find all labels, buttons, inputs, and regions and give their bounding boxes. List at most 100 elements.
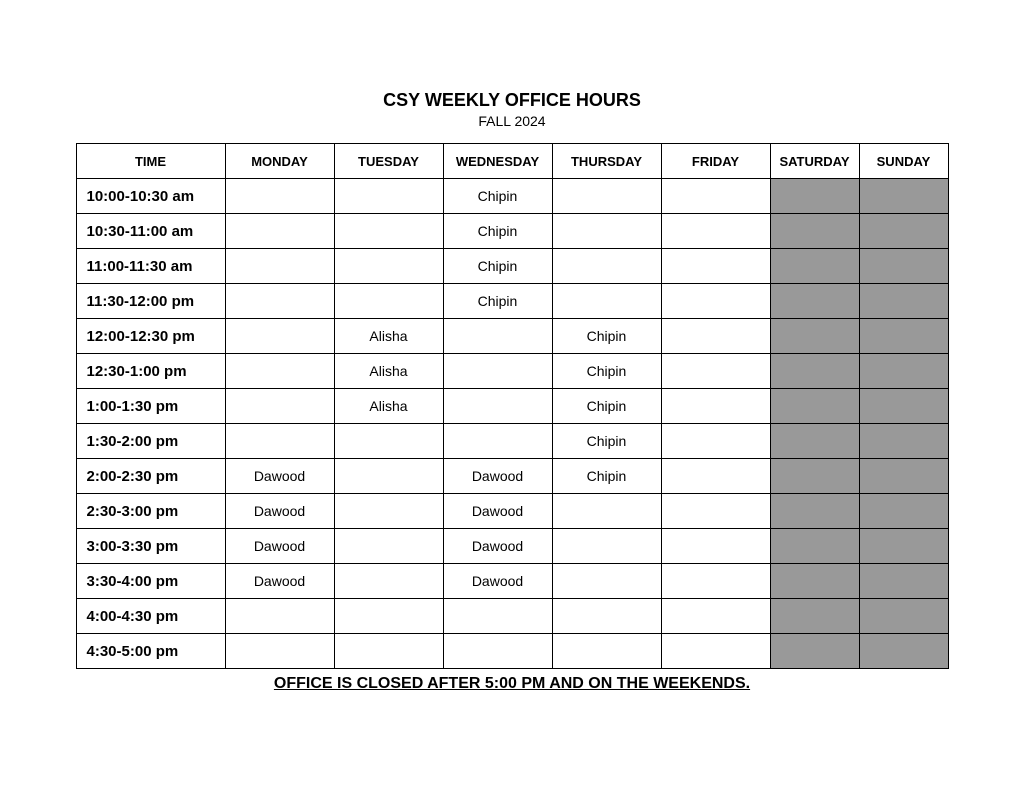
cell-sat (770, 249, 859, 284)
cell-sun (859, 459, 948, 494)
cell-mon: Dawood (225, 459, 334, 494)
cell-fri (661, 599, 770, 634)
cell-fri (661, 284, 770, 319)
cell-wed: Chipin (443, 249, 552, 284)
cell-wed (443, 354, 552, 389)
cell-tue: Alisha (334, 354, 443, 389)
time-cell: 10:30-11:00 am (76, 214, 225, 249)
cell-fri (661, 354, 770, 389)
cell-sat (770, 599, 859, 634)
cell-thu: Chipin (552, 354, 661, 389)
time-cell: 11:30-12:00 pm (76, 284, 225, 319)
cell-mon: Dawood (225, 494, 334, 529)
cell-sat (770, 319, 859, 354)
cell-sun (859, 599, 948, 634)
cell-tue (334, 179, 443, 214)
cell-sat (770, 179, 859, 214)
cell-mon (225, 319, 334, 354)
cell-tue (334, 494, 443, 529)
cell-sat (770, 389, 859, 424)
page-title: CSY WEEKLY OFFICE HOURS (0, 90, 1024, 111)
cell-wed: Dawood (443, 494, 552, 529)
cell-wed (443, 599, 552, 634)
time-cell: 11:00-11:30 am (76, 249, 225, 284)
cell-fri (661, 214, 770, 249)
table-row: 10:00-10:30 am Chipin (76, 179, 948, 214)
cell-sat (770, 214, 859, 249)
table-row: 11:30-12:00 pm Chipin (76, 284, 948, 319)
cell-mon: Dawood (225, 564, 334, 599)
cell-fri (661, 319, 770, 354)
cell-sun (859, 214, 948, 249)
time-cell: 2:30-3:00 pm (76, 494, 225, 529)
cell-sun (859, 284, 948, 319)
cell-thu: Chipin (552, 459, 661, 494)
cell-fri (661, 494, 770, 529)
cell-wed: Dawood (443, 459, 552, 494)
table-row: 1:30-2:00 pm Chipin (76, 424, 948, 459)
table-row: 12:00-12:30 pm Alisha Chipin (76, 319, 948, 354)
cell-tue: Alisha (334, 319, 443, 354)
cell-sun (859, 424, 948, 459)
table-row: 4:00-4:30 pm (76, 599, 948, 634)
table-row: 12:30-1:00 pm Alisha Chipin (76, 354, 948, 389)
header-row: TIME MONDAY TUESDAY WEDNESDAY THURSDAY F… (76, 144, 948, 179)
table-row: 11:00-11:30 am Chipin (76, 249, 948, 284)
cell-thu (552, 529, 661, 564)
cell-wed: Chipin (443, 284, 552, 319)
time-cell: 4:30-5:00 pm (76, 634, 225, 669)
cell-tue (334, 634, 443, 669)
cell-wed: Chipin (443, 214, 552, 249)
cell-sun (859, 494, 948, 529)
page-subtitle: FALL 2024 (0, 113, 1024, 129)
cell-thu (552, 599, 661, 634)
cell-sun (859, 389, 948, 424)
time-cell: 10:00-10:30 am (76, 179, 225, 214)
time-cell: 3:00-3:30 pm (76, 529, 225, 564)
cell-thu: Chipin (552, 424, 661, 459)
cell-sun (859, 319, 948, 354)
table-row: 4:30-5:00 pm (76, 634, 948, 669)
cell-sat (770, 459, 859, 494)
col-tuesday: TUESDAY (334, 144, 443, 179)
cell-fri (661, 389, 770, 424)
cell-mon (225, 179, 334, 214)
col-friday: FRIDAY (661, 144, 770, 179)
cell-thu (552, 494, 661, 529)
cell-mon (225, 424, 334, 459)
cell-sat (770, 494, 859, 529)
cell-sun (859, 354, 948, 389)
footer-note: OFFICE IS CLOSED AFTER 5:00 PM AND ON TH… (0, 675, 1024, 693)
time-cell: 1:00-1:30 pm (76, 389, 225, 424)
cell-thu (552, 634, 661, 669)
table-row: 1:00-1:30 pm Alisha Chipin (76, 389, 948, 424)
col-thursday: THURSDAY (552, 144, 661, 179)
col-sunday: SUNDAY (859, 144, 948, 179)
schedule-body: 10:00-10:30 am Chipin 10:30-11:00 am Chi… (76, 179, 948, 669)
cell-sun (859, 634, 948, 669)
cell-thu: Chipin (552, 389, 661, 424)
time-cell: 12:30-1:00 pm (76, 354, 225, 389)
cell-thu (552, 179, 661, 214)
cell-thu (552, 249, 661, 284)
cell-fri (661, 179, 770, 214)
cell-fri (661, 249, 770, 284)
cell-tue (334, 564, 443, 599)
cell-wed: Dawood (443, 529, 552, 564)
time-cell: 2:00-2:30 pm (76, 459, 225, 494)
cell-sun (859, 179, 948, 214)
cell-fri (661, 424, 770, 459)
cell-fri (661, 564, 770, 599)
cell-tue: Alisha (334, 389, 443, 424)
cell-mon (225, 284, 334, 319)
cell-sun (859, 249, 948, 284)
col-saturday: SATURDAY (770, 144, 859, 179)
table-row: 3:30-4:00 pm Dawood Dawood (76, 564, 948, 599)
cell-sun (859, 529, 948, 564)
cell-wed (443, 319, 552, 354)
table-row: 10:30-11:00 am Chipin (76, 214, 948, 249)
cell-tue (334, 459, 443, 494)
cell-wed (443, 424, 552, 459)
cell-sat (770, 354, 859, 389)
cell-sat (770, 564, 859, 599)
